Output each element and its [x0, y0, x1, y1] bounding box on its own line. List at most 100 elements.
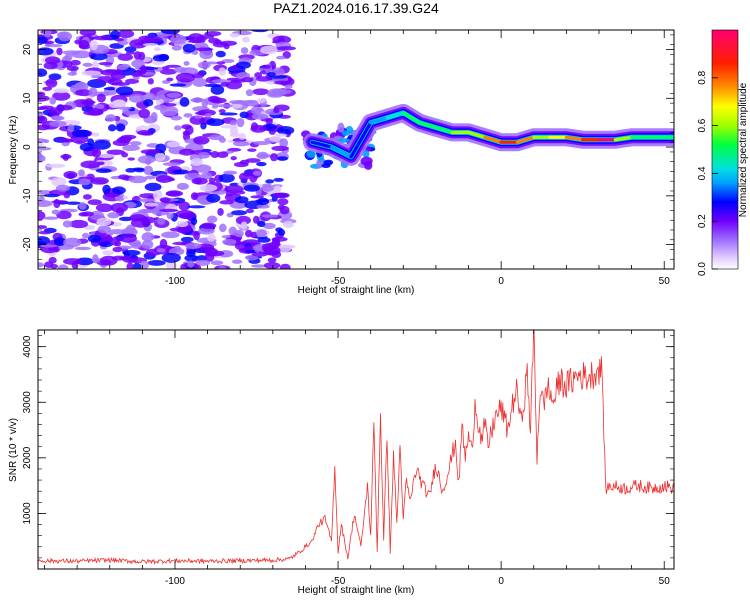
noise-blob: [117, 106, 132, 110]
noise-blob: [265, 118, 273, 126]
noise-blob: [126, 262, 134, 269]
noise-blob: [238, 172, 250, 181]
ridge-segment: [349, 121, 373, 159]
noise-blob: [272, 192, 290, 199]
noise-blob: [218, 137, 227, 143]
noise-blob: [51, 177, 67, 187]
noise-blob: [63, 237, 82, 248]
noise-blob: [115, 197, 124, 202]
noise-blob: [131, 72, 142, 77]
noise-blob: [87, 234, 102, 243]
transition-blob: [364, 160, 373, 171]
noise-blob: [216, 104, 233, 108]
noise-blob: [119, 233, 137, 243]
noise-blob: [137, 130, 152, 136]
noise-blob: [118, 174, 130, 180]
snr-y-tick-label: 1000: [22, 502, 33, 525]
noise-blob: [154, 47, 161, 52]
spectrogram-y-label: Frequency (Hz): [8, 116, 19, 185]
noise-blob: [112, 186, 126, 195]
snr-y-tick-label: 4000: [22, 335, 33, 358]
noise-blob: [74, 246, 92, 251]
noise-blob: [183, 113, 193, 118]
noise-blob: [38, 152, 43, 163]
noise-blob: [52, 91, 71, 101]
noise-blob: [63, 170, 78, 179]
noise-blob: [115, 86, 134, 96]
noise-blob: [191, 217, 198, 226]
noise-blob: [129, 141, 142, 146]
noise-blob: [67, 72, 77, 76]
noise-blob: [51, 209, 60, 215]
noise-blob: [170, 34, 187, 45]
noise-blob: [159, 197, 171, 203]
noise-blob: [172, 169, 189, 175]
noise-blob: [187, 205, 206, 209]
noise-blob: [210, 84, 225, 95]
noise-blob: [199, 184, 218, 192]
noise-blob: [174, 125, 182, 131]
noise-blob: [156, 217, 166, 225]
snr-x-tick-label: 50: [659, 576, 671, 587]
noise-blob: [192, 77, 207, 87]
snr-x-tick-label: -100: [165, 576, 185, 587]
noise-blob: [178, 201, 190, 211]
noise-blob: [38, 196, 45, 203]
noise-blob: [235, 196, 249, 204]
noise-blob: [138, 198, 156, 203]
noise-blob: [137, 155, 156, 164]
noise-blob: [56, 47, 63, 56]
noise-blob: [208, 177, 216, 184]
noise-blob: [159, 68, 177, 75]
noise-blob: [276, 46, 296, 51]
spectrogram-x-tick-label: -50: [331, 276, 346, 287]
noise-blob: [78, 178, 91, 186]
noise-blob: [102, 250, 115, 256]
noise-blob: [69, 219, 89, 229]
noise-blob: [75, 89, 93, 97]
ridge-segment: [401, 111, 422, 125]
noise-blob: [210, 97, 227, 104]
noise-blob: [256, 161, 267, 167]
noise-blob: [102, 184, 111, 195]
spectrogram-x-tick-label: 50: [659, 276, 671, 287]
noise-blob: [260, 64, 272, 69]
noise-blob: [38, 111, 44, 117]
spectrogram-heatmap: [38, 30, 674, 269]
noise-blob: [268, 135, 282, 142]
noise-blob: [234, 229, 244, 238]
noise-blob: [97, 225, 112, 234]
noise-blob: [38, 210, 46, 221]
noise-blob: [229, 100, 248, 104]
noise-blob: [117, 30, 135, 39]
noise-blob: [252, 170, 262, 176]
noise-blob: [150, 112, 158, 122]
noise-blob: [56, 210, 72, 220]
noise-blob: [159, 208, 179, 213]
noise-blob: [183, 61, 190, 66]
noise-blob: [184, 242, 202, 249]
noise-blob: [89, 40, 98, 51]
noise-blob: [191, 177, 208, 185]
noise-blob: [271, 250, 282, 259]
noise-blob: [155, 175, 173, 183]
noise-blob: [78, 39, 90, 49]
noise-blob: [48, 107, 63, 116]
noise-blob: [273, 185, 282, 193]
noise-blob: [182, 43, 196, 53]
ridge-segment: [385, 111, 405, 120]
noise-blob: [44, 261, 54, 269]
noise-blob: [220, 81, 230, 87]
noise-blob: [79, 30, 97, 37]
colorbar-tick-label: 0.8: [697, 70, 708, 84]
colorbar-label: Normalized spectral amplitude: [738, 82, 749, 217]
noise-blob: [38, 106, 48, 111]
noise-blob: [44, 43, 63, 48]
noise-blob: [38, 225, 48, 229]
noise-blob: [252, 215, 260, 224]
noise-blob: [90, 52, 108, 61]
noise-blob: [51, 115, 65, 121]
noise-blob: [141, 208, 152, 213]
noise-blob: [199, 49, 214, 60]
noise-blob: [84, 98, 94, 108]
